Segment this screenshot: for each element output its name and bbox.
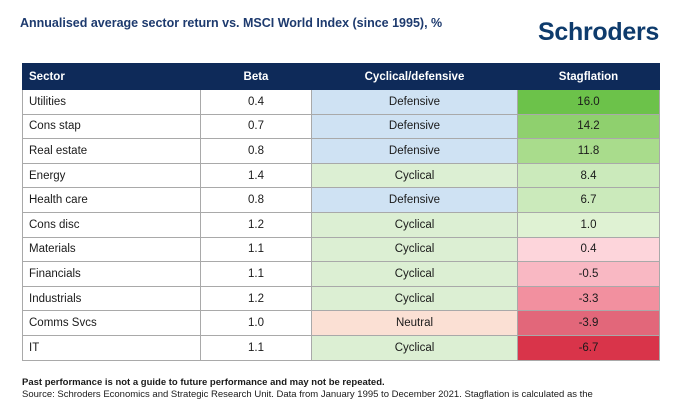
sector-cell: Energy bbox=[22, 162, 201, 189]
table-row: Cons stap 0.7 Defensive 14.2 bbox=[22, 113, 660, 140]
cyclical-defensive-cell: Defensive bbox=[311, 113, 518, 140]
sector-cell: Cons disc bbox=[22, 211, 201, 238]
cyclical-defensive-cell: Defensive bbox=[311, 138, 518, 164]
table-row: Materials 1.1 Cyclical 0.4 bbox=[22, 236, 660, 263]
stagflation-cell: -0.5 bbox=[517, 261, 660, 287]
cyclical-defensive-cell: Cyclical bbox=[311, 261, 518, 287]
chart-title: Annualised average sector return vs. MSC… bbox=[20, 16, 443, 30]
beta-cell: 0.8 bbox=[200, 187, 312, 213]
stagflation-cell: 1.0 bbox=[517, 211, 660, 238]
cyclical-defensive-cell: Cyclical bbox=[311, 211, 518, 238]
beta-cell: 1.4 bbox=[200, 162, 312, 189]
table-body: Utilities 0.4 Defensive 16.0 Cons stap 0.7 Def… bbox=[22, 89, 660, 361]
table-row: Financials 1.1 Cyclical -0.5 bbox=[22, 261, 660, 287]
stagflation-cell: -3.9 bbox=[517, 310, 660, 336]
table-row: Comms Svcs 1.0 Neutral -3.9 bbox=[22, 310, 660, 336]
header-beta: Beta bbox=[200, 63, 312, 90]
beta-cell: 1.2 bbox=[200, 211, 312, 238]
table-header-row: Sector Beta Cyclical/defensive Stagflati… bbox=[22, 63, 660, 90]
beta-cell: 1.1 bbox=[200, 236, 312, 263]
source-text: Source: Schroders Economics and Strategi… bbox=[22, 389, 593, 400]
schroders-logo: Schroders bbox=[538, 18, 659, 46]
table-row: Cons disc 1.2 Cyclical 1.0 bbox=[22, 211, 660, 238]
table-row: IT 1.1 Cyclical -6.7 bbox=[22, 334, 660, 361]
cyclical-defensive-cell: Cyclical bbox=[311, 162, 518, 189]
beta-cell: 0.7 bbox=[200, 113, 312, 140]
header-stagflation: Stagflation bbox=[517, 63, 660, 90]
sector-cell: IT bbox=[22, 334, 201, 361]
sector-cell: Real estate bbox=[22, 138, 201, 164]
sector-return-table: Sector Beta Cyclical/defensive Stagflati… bbox=[22, 63, 660, 361]
table-row: Real estate 0.8 Defensive 11.8 bbox=[22, 138, 660, 164]
sector-cell: Industrials bbox=[22, 285, 201, 312]
disclaimer-text: Past performance is not a guide to futur… bbox=[22, 377, 385, 388]
header-cyclical-defensive: Cyclical/defensive bbox=[311, 63, 518, 90]
sector-cell: Comms Svcs bbox=[22, 310, 201, 336]
cyclical-defensive-cell: Cyclical bbox=[311, 334, 518, 361]
table-row: Industrials 1.2 Cyclical -3.3 bbox=[22, 285, 660, 312]
table-row: Utilities 0.4 Defensive 16.0 bbox=[22, 89, 660, 115]
stagflation-cell: -6.7 bbox=[517, 334, 660, 361]
beta-cell: 1.1 bbox=[200, 261, 312, 287]
stagflation-cell: 14.2 bbox=[517, 113, 660, 140]
stagflation-cell: 8.4 bbox=[517, 162, 660, 189]
beta-cell: 0.8 bbox=[200, 138, 312, 164]
table-row: Energy 1.4 Cyclical 8.4 bbox=[22, 162, 660, 189]
beta-cell: 1.2 bbox=[200, 285, 312, 312]
sector-cell: Health care bbox=[22, 187, 201, 213]
cyclical-defensive-cell: Defensive bbox=[311, 187, 518, 213]
sector-cell: Utilities bbox=[22, 89, 201, 115]
cyclical-defensive-cell: Cyclical bbox=[311, 285, 518, 312]
stagflation-cell: -3.3 bbox=[517, 285, 660, 312]
cyclical-defensive-cell: Neutral bbox=[311, 310, 518, 336]
cyclical-defensive-cell: Cyclical bbox=[311, 236, 518, 263]
stagflation-cell: 16.0 bbox=[517, 89, 660, 115]
table-row: Health care 0.8 Defensive 6.7 bbox=[22, 187, 660, 213]
stagflation-cell: 6.7 bbox=[517, 187, 660, 213]
sector-cell: Materials bbox=[22, 236, 201, 263]
sector-cell: Cons stap bbox=[22, 113, 201, 140]
beta-cell: 1.0 bbox=[200, 310, 312, 336]
stagflation-cell: 11.8 bbox=[517, 138, 660, 164]
header-sector: Sector bbox=[22, 63, 201, 90]
beta-cell: 0.4 bbox=[200, 89, 312, 115]
sector-cell: Financials bbox=[22, 261, 201, 287]
stagflation-cell: 0.4 bbox=[517, 236, 660, 263]
beta-cell: 1.1 bbox=[200, 334, 312, 361]
cyclical-defensive-cell: Defensive bbox=[311, 89, 518, 115]
